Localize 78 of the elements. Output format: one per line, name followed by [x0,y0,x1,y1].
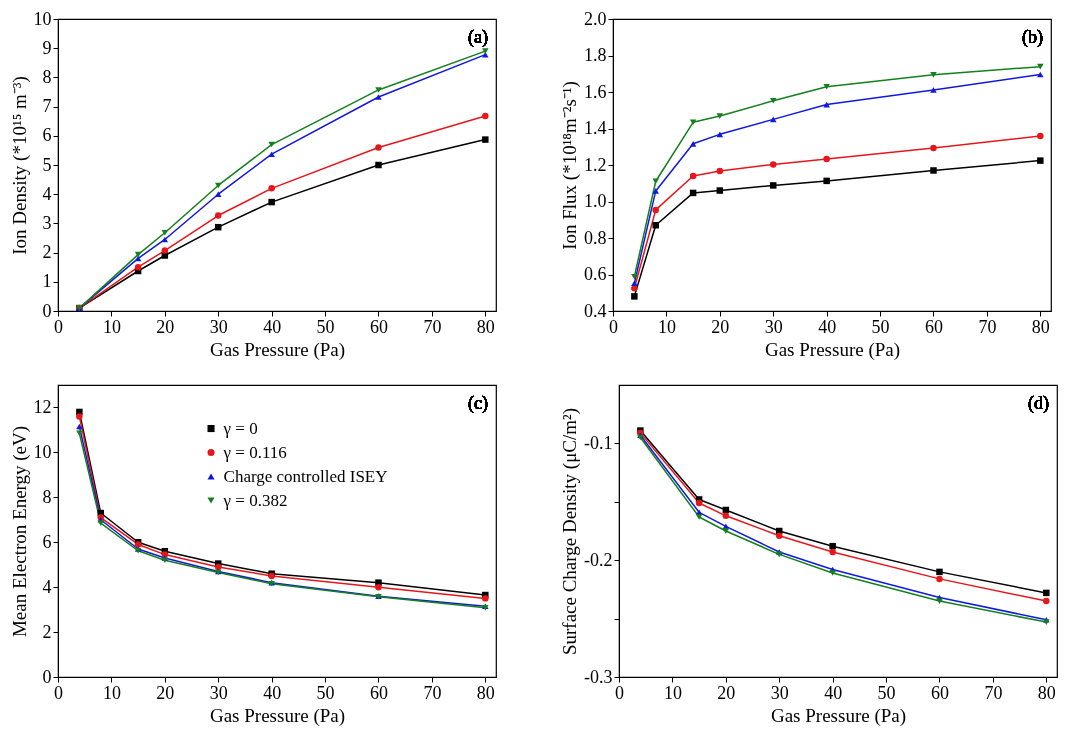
y-tick-label: 1 [42,271,52,292]
x-tick-label: 40 [824,682,843,703]
x-tick-label: 40 [818,316,837,337]
x-tick-label: 20 [711,316,730,337]
x-tick-label: 10 [102,316,121,337]
x-tick-label: 50 [316,682,335,703]
x-tick-label: 60 [369,316,388,337]
x-tick-label: 40 [263,316,282,337]
x-tick-label: 30 [209,682,228,703]
annotation: (c) [468,393,488,414]
x-tick-label: 80 [1037,682,1056,703]
x-tick-label: 10 [657,316,676,337]
legend-label: Charge controlled ISEY [223,466,388,486]
x-tick-label: 60 [930,682,949,703]
y-tick-label: 1.2 [584,154,607,175]
annotation: (d) [1028,393,1049,414]
y-tick-label: -0.1 [584,432,613,453]
legend-label: γ = 0 [222,418,258,438]
x-tick-label: 80 [476,316,495,337]
y-tick-label: 0 [42,300,52,321]
y-axis-title: Ion Flux (*10¹⁸m⁻²s⁻¹) [559,81,581,250]
annotation: (b) [1022,27,1043,48]
x-tick-label: 10 [102,682,121,703]
y-tick-label: 0.4 [584,300,607,321]
x-tick-label: 70 [978,316,997,337]
y-tick-label: 0 [42,666,52,687]
y-tick-label: 1.0 [584,191,607,211]
y-tick-label: 6 [42,531,52,552]
x-tick-label: 20 [156,316,175,337]
y-tick-label: 0.6 [584,264,607,284]
x-tick-label: 50 [316,316,335,337]
y-tick-label: 0.8 [584,227,607,248]
x-tick-label: 30 [764,316,783,337]
annotation: (a) [468,27,488,48]
y-tick-label: 5 [42,154,52,175]
y-tick-label: 1.4 [584,118,607,138]
x-tick-label: 30 [209,316,228,337]
x-tick-label: 70 [423,682,442,703]
y-axis-title: Surface Charge Density (μC/m²) [559,407,582,656]
x-tick-label: 50 [871,316,890,337]
y-tick-label: 8 [42,66,52,87]
y-axis-title: Ion Density (*10¹⁵ m⁻³) [8,76,31,255]
y-tick-label: 8 [42,486,52,507]
x-tick-label: 30 [770,682,789,703]
x-tick-label: 20 [717,682,736,703]
y-tick-label: 7 [42,96,52,117]
y-tick-label: 4 [42,183,52,204]
y-tick-label: 10 [33,441,52,462]
x-axis-title: Gas Pressure (Pa) [209,338,346,361]
x-axis-title: Gas Pressure (Pa) [770,704,907,727]
x-tick-label: 70 [984,682,1003,703]
x-axis-title: Gas Pressure (Pa) [209,704,346,727]
y-tick-label: 4 [42,576,52,597]
y-tick-label: -0.3 [584,666,613,687]
y-tick-label: 9 [42,37,52,58]
y-tick-label: 2 [42,621,52,642]
y-tick-label: 12 [33,396,52,417]
legend-label: γ = 0.116 [222,442,287,462]
legend-label: γ = 0.382 [222,490,288,510]
y-tick-label: 2 [42,242,52,263]
y-tick-label: 2.0 [584,8,607,29]
y-tick-label: 10 [33,8,52,29]
x-tick-label: 10 [663,682,682,703]
x-tick-label: 80 [476,682,495,703]
x-tick-label: 80 [1031,316,1050,337]
x-tick-label: 40 [263,682,282,703]
y-tick-label: 1.6 [584,81,607,102]
y-tick-label: -0.2 [584,549,613,570]
y-tick-label: 3 [42,212,52,233]
y-axis-title: Mean Electron Energy (eV) [8,425,31,638]
y-tick-label: 6 [42,125,52,146]
y-tick-label: 1.8 [584,45,607,65]
x-axis-title: Gas Pressure (Pa) [764,338,901,361]
x-tick-label: 60 [924,316,943,337]
x-tick-label: 70 [423,316,442,337]
x-tick-label: 20 [156,682,175,703]
x-tick-label: 60 [369,682,388,703]
x-tick-label: 50 [877,682,896,703]
